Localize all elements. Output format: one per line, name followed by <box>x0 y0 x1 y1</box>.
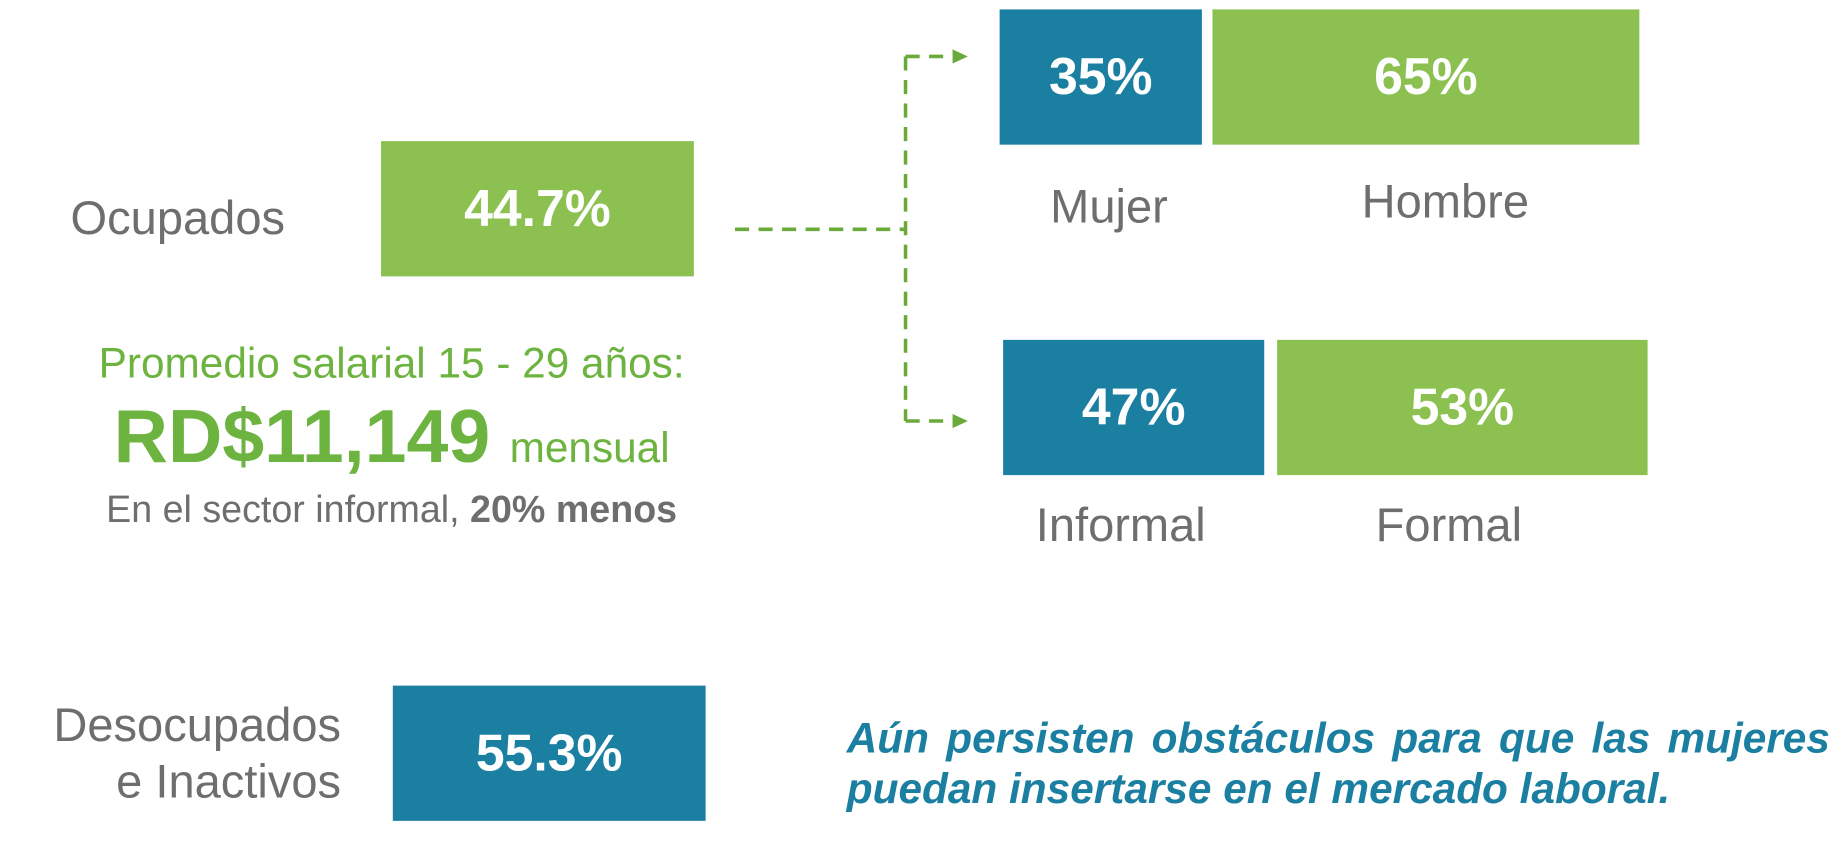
hombre-value: 65% <box>1374 47 1478 106</box>
mujer-box: 35% <box>999 9 1202 145</box>
informal-label: Informal <box>1035 499 1206 552</box>
desocupados-line1: Desocupados <box>53 699 342 752</box>
desocupados-line2: e Inactivos <box>116 756 342 808</box>
hombre-label: Hombre <box>1361 176 1529 229</box>
note-bold: 20% menos <box>470 488 678 531</box>
formal-box: 53% <box>1277 339 1648 476</box>
message: Aún persisten obstáculos para que las mu… <box>846 713 1830 813</box>
desocupados-value: 55.3% <box>475 723 623 782</box>
note-text: En el sector informal, <box>106 488 471 531</box>
mujer-value: 35% <box>1048 47 1153 106</box>
salario-note: En el sector informal, 20% menos <box>106 490 677 528</box>
desocupados-box: 55.3% <box>392 685 706 821</box>
informal-value: 47% <box>1081 378 1186 436</box>
mujer-label: Mujer <box>1050 181 1168 233</box>
salario-amount: RD$11,149 <box>113 393 491 479</box>
ocupados-box: 44.7% <box>381 141 694 277</box>
formal-label: Formal <box>1375 499 1523 552</box>
ocupados-label: Ocupados <box>70 192 286 245</box>
salario-row: RD$11,149 mensual <box>114 393 670 480</box>
informal-box: 47% <box>1003 339 1265 476</box>
salario-unit: mensual <box>509 423 670 472</box>
ocupados-value: 44.7% <box>464 179 611 237</box>
formal-value: 53% <box>1410 378 1515 436</box>
salario-title: Promedio salarial 15 - 29 años: <box>98 338 685 387</box>
hombre-box: 65% <box>1212 9 1640 145</box>
